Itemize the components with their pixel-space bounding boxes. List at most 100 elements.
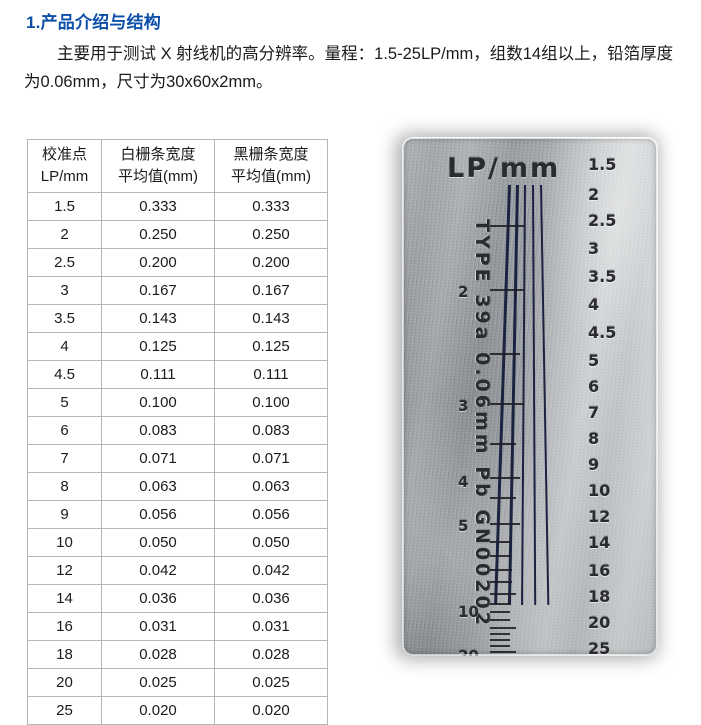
cell-black-bar-width: 0.025	[214, 668, 328, 697]
cell-black-bar-width: 0.200	[214, 248, 328, 277]
product-photo: LP/mm TYPE 39a 0.06mm Pb GN00202 2 3 4 5 10 2…	[366, 126, 690, 671]
wedge-line	[532, 184, 537, 606]
scale-value: 10	[588, 481, 611, 500]
cell-white-bar-width: 0.050	[101, 528, 215, 557]
cell-white-bar-width: 0.028	[101, 640, 215, 669]
scale-value: 20	[588, 613, 611, 632]
cell-calibration-point: 4	[27, 332, 102, 361]
scale-value: 5	[588, 351, 600, 370]
ruler-tick	[490, 651, 516, 653]
column-header-black-bar-width: 黑栅条宽度 平均值(mm)	[214, 139, 328, 193]
table-row: 4 0.125 0.125	[27, 332, 328, 361]
scale-value: 2	[588, 185, 600, 204]
cell-black-bar-width: 0.111	[214, 360, 328, 389]
table-row: 4.5 0.111 0.111	[27, 360, 328, 389]
table-row: 3 0.167 0.167	[27, 276, 328, 305]
intro-paragraph: 主要用于测试 X 射线机的高分辨率。量程：1.5-25LP/mm，组数14组以上…	[24, 45, 674, 91]
cell-calibration-point: 10	[27, 528, 102, 557]
cell-calibration-point: 8	[27, 472, 102, 501]
cell-calibration-point: 18	[27, 640, 102, 669]
ruler-label: 20	[458, 647, 479, 657]
table-row: 25 0.020 0.020	[27, 696, 328, 725]
cell-white-bar-width: 0.143	[101, 304, 215, 333]
table-row: 2 0.250 0.250	[27, 220, 328, 249]
wedge-line	[540, 184, 550, 605]
ruler-tick	[490, 569, 512, 571]
header-line-1: 白栅条宽度	[120, 146, 196, 163]
cell-white-bar-width: 0.042	[101, 556, 215, 585]
header-line-1: 校准点	[41, 146, 87, 163]
scale-value: 2.5	[588, 211, 617, 230]
cell-white-bar-width: 0.200	[101, 248, 215, 277]
ruler-tick	[490, 619, 510, 621]
ruler-tick	[490, 541, 512, 543]
table-row: 16 0.031 0.031	[27, 612, 328, 641]
cell-white-bar-width: 0.031	[101, 612, 215, 641]
cell-black-bar-width: 0.031	[214, 612, 328, 641]
table-row: 3.5 0.143 0.143	[27, 304, 328, 333]
cell-black-bar-width: 0.071	[214, 444, 328, 473]
cell-white-bar-width: 0.036	[101, 584, 215, 613]
ruler-label: 3	[458, 397, 469, 415]
scale-value: 18	[588, 587, 611, 606]
ruler-tick	[490, 645, 510, 647]
line-pair-wedge-pattern	[494, 184, 554, 606]
table-row: 9 0.056 0.056	[27, 500, 328, 529]
header-line-2: LP/mm	[40, 168, 89, 185]
scale-value: 12	[588, 507, 611, 526]
cell-white-bar-width: 0.020	[101, 696, 215, 725]
cell-black-bar-width: 0.250	[214, 220, 328, 249]
table-row: 6 0.083 0.083	[27, 416, 328, 445]
ruler-tick	[490, 497, 516, 499]
specification-table: 校准点 LP/mm 白栅条宽度 平均值(mm) 黑栅条宽度 平均值(mm) 1.…	[27, 139, 328, 725]
table-row: 12 0.042 0.042	[27, 556, 328, 585]
table-header-row: 校准点 LP/mm 白栅条宽度 平均值(mm) 黑栅条宽度 平均值(mm)	[27, 139, 328, 193]
cell-black-bar-width: 0.167	[214, 276, 328, 305]
scale-value: 4.5	[588, 323, 617, 342]
cell-calibration-point: 9	[27, 500, 102, 529]
cell-calibration-point: 20	[27, 668, 102, 697]
scale-value: 4	[588, 295, 600, 314]
page-title: 1.产品介绍与结构	[26, 13, 161, 32]
ruler-tick	[490, 523, 520, 525]
ruler-tick	[490, 581, 512, 583]
scale-value: 1.5	[588, 155, 617, 174]
ruler-tick	[490, 603, 510, 605]
wedge-line	[521, 184, 527, 605]
ruler-tick	[490, 477, 520, 479]
plate-title-label: LP/mm	[447, 153, 561, 184]
cell-calibration-point: 4.5	[27, 360, 102, 389]
cell-calibration-point: 14	[27, 584, 102, 613]
cell-white-bar-width: 0.083	[101, 416, 215, 445]
cell-black-bar-width: 0.056	[214, 500, 328, 529]
cell-white-bar-width: 0.111	[101, 360, 215, 389]
plate-type-label: TYPE 39a 0.06mm Pb GN00202	[471, 219, 493, 628]
table-row: 2.5 0.200 0.200	[27, 248, 328, 277]
header-line-1: 黑栅条宽度	[233, 146, 309, 163]
ruler-tick	[490, 289, 524, 291]
cell-calibration-point: 25	[27, 696, 102, 725]
resolution-test-plate: LP/mm TYPE 39a 0.06mm Pb GN00202 2 3 4 5 10 2…	[402, 137, 658, 656]
cell-black-bar-width: 0.050	[214, 528, 328, 557]
cell-calibration-point: 7	[27, 444, 102, 473]
ruler-label: 10	[458, 603, 479, 621]
cell-calibration-point: 6	[27, 416, 102, 445]
header-line-2: 平均值(mm)	[118, 168, 198, 185]
cell-calibration-point: 2	[27, 220, 102, 249]
column-header-white-bar-width: 白栅条宽度 平均值(mm)	[101, 139, 215, 193]
cell-black-bar-width: 0.020	[214, 696, 328, 725]
cell-white-bar-width: 0.025	[101, 668, 215, 697]
scale-value: 7	[588, 403, 600, 422]
scale-value: 9	[588, 455, 600, 474]
cell-black-bar-width: 0.042	[214, 556, 328, 585]
cell-white-bar-width: 0.167	[101, 276, 215, 305]
scale-value: 25	[588, 639, 611, 657]
ruler-label: 4	[458, 473, 469, 491]
cell-black-bar-width: 0.028	[214, 640, 328, 669]
ruler-tick	[490, 627, 516, 629]
table-body: 1.5 0.333 0.333 2 0.250 0.250 2.5 0.200 0.200 3 0.…	[27, 192, 328, 725]
cell-calibration-point: 16	[27, 612, 102, 641]
ruler-tick	[490, 353, 520, 355]
cell-white-bar-width: 0.125	[101, 332, 215, 361]
scale-value: 3.5	[588, 267, 617, 286]
